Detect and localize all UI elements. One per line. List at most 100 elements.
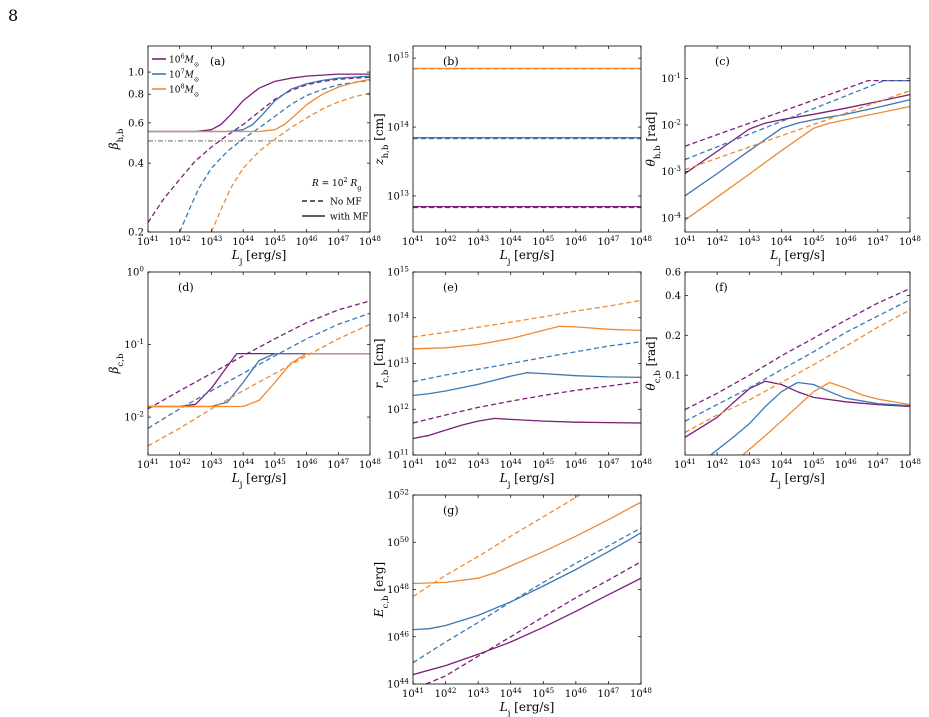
x-tick-label: 1047 bbox=[597, 686, 619, 701]
panel-label: (c) bbox=[715, 55, 730, 68]
series-line-1e7-noMF bbox=[148, 312, 370, 429]
x-tick-label: 1041 bbox=[137, 234, 159, 249]
x-tick-label: 1045 bbox=[532, 457, 554, 472]
series-group bbox=[413, 299, 641, 440]
series-group bbox=[148, 300, 370, 447]
x-tick-label: 1042 bbox=[706, 234, 728, 249]
y-tick-label: 1013 bbox=[387, 188, 409, 203]
series-group bbox=[413, 67, 641, 209]
plot-frame bbox=[147, 45, 371, 233]
x-axis-label: Lj [erg/s] bbox=[231, 248, 287, 267]
x-tick-label: 1044 bbox=[232, 457, 254, 472]
x-tick-label: 1048 bbox=[359, 234, 381, 249]
y-axis-label: θh,b [rad] bbox=[644, 112, 663, 167]
y-tick-label: 1044 bbox=[387, 676, 409, 691]
x-tick-label: 1044 bbox=[232, 234, 254, 249]
y-tick-label: 1014 bbox=[387, 310, 409, 325]
x-tick-label: 1046 bbox=[565, 686, 587, 701]
y-tick-label: 1014 bbox=[387, 119, 409, 134]
series-line-1e7-noMF bbox=[685, 299, 910, 422]
x-tick-label: 1044 bbox=[500, 686, 522, 701]
plot-frame bbox=[412, 494, 642, 685]
series-line-1e6-noMF bbox=[685, 79, 910, 147]
y-tick-label: 1.0 bbox=[128, 68, 144, 79]
series-line-1e7-noMF bbox=[685, 79, 910, 161]
page-number: 8 bbox=[8, 6, 19, 25]
x-tick-label: 1046 bbox=[296, 457, 318, 472]
y-tick-label: 0.4 bbox=[128, 159, 144, 170]
x-axis-label: Lj [erg/s] bbox=[769, 248, 825, 267]
y-tick-label: 1015 bbox=[387, 264, 409, 279]
x-tick-label: 1046 bbox=[296, 234, 318, 249]
x-tick-label: 1046 bbox=[835, 457, 857, 472]
y-axis-label: βh,b bbox=[107, 128, 126, 150]
series-group bbox=[685, 288, 910, 455]
x-tick-label: 1045 bbox=[803, 457, 825, 472]
series-line-1e7-noMF bbox=[413, 341, 641, 383]
y-tick-label: 1048 bbox=[387, 582, 409, 597]
x-axis-label: Lj [erg/s] bbox=[231, 471, 287, 490]
x-tick-label: 1043 bbox=[467, 686, 489, 701]
panel-label: (d) bbox=[178, 281, 194, 294]
plot-frame bbox=[147, 271, 371, 456]
series-group bbox=[148, 73, 370, 232]
x-tick-label: 1048 bbox=[630, 234, 652, 249]
series-line-1e8-MF bbox=[148, 352, 370, 408]
series-line-1e7-noMF bbox=[413, 527, 641, 664]
x-tick-label: 1042 bbox=[435, 457, 457, 472]
x-tick-label: 1048 bbox=[630, 686, 652, 701]
x-tick-label: 1046 bbox=[835, 234, 857, 249]
x-tick-label: 1044 bbox=[770, 457, 792, 472]
y-tick-label: 10-1 bbox=[124, 337, 144, 352]
x-tick-label: 1042 bbox=[435, 686, 457, 701]
x-tick-label: 1045 bbox=[532, 686, 554, 701]
x-tick-label: 1041 bbox=[137, 457, 159, 472]
x-tick-label: 1048 bbox=[359, 457, 381, 472]
y-tick-label: 1052 bbox=[387, 487, 409, 502]
panel-label: (f) bbox=[715, 281, 728, 294]
series-line-1e8-MF bbox=[413, 501, 641, 585]
legend-label: 106M⊙ bbox=[169, 53, 199, 69]
x-axis-label: Lj [erg/s] bbox=[499, 471, 555, 490]
x-tick-label: 1047 bbox=[597, 234, 619, 249]
series-line-1e8-noMF bbox=[413, 299, 641, 338]
series-line-1e7-MF bbox=[413, 532, 641, 631]
x-tick-label: 1041 bbox=[674, 457, 696, 472]
series-line-1e6-MF bbox=[685, 93, 910, 175]
y-tick-label: 0.2 bbox=[665, 331, 681, 342]
series-line-1e6-MF bbox=[413, 417, 641, 440]
y-tick-label: 1046 bbox=[387, 629, 409, 644]
plot-frame bbox=[412, 45, 642, 233]
series-line-1e6-MF bbox=[685, 380, 910, 438]
y-axis-label: zh,b [cm] bbox=[372, 113, 391, 165]
series-line-1e6-noMF bbox=[148, 300, 370, 410]
radius-label: R = 102 Rg bbox=[311, 176, 361, 192]
plot-frame bbox=[684, 45, 911, 233]
x-axis-label: Lj [erg/s] bbox=[499, 700, 555, 717]
series-line-1e7-MF bbox=[413, 372, 641, 397]
panel-f: 1041 1042 1043 1044 1045 1046 1047 1048 0.1 0.2 0.… bbox=[644, 268, 921, 491]
x-tick-label: 1045 bbox=[264, 457, 286, 472]
x-tick-label: 1046 bbox=[565, 234, 587, 249]
y-tick-label: 1015 bbox=[387, 50, 409, 65]
y-tick-label: 1011 bbox=[387, 447, 409, 462]
x-tick-label: 1047 bbox=[597, 457, 619, 472]
x-tick-label: 1048 bbox=[630, 457, 652, 472]
panel-label: (e) bbox=[443, 281, 458, 294]
x-tick-label: 1043 bbox=[200, 234, 222, 249]
series-line-1e7-MF bbox=[710, 381, 910, 455]
series-line-1e8-noMF bbox=[148, 323, 370, 447]
y-axis-label: rc,b [cm] bbox=[372, 338, 391, 388]
legend: 106M⊙107M⊙108M⊙ R = 102 Rg No MF with MF bbox=[152, 53, 368, 223]
series-line-1e6-noMF bbox=[425, 561, 641, 684]
series-line-1e8-MF bbox=[148, 78, 370, 133]
y-tick-label: 10-3 bbox=[661, 164, 681, 179]
y-tick-label: 0.6 bbox=[665, 268, 681, 279]
x-tick-label: 1044 bbox=[500, 457, 522, 472]
series-line-1e8-MF bbox=[685, 105, 910, 221]
x-tick-label: 1043 bbox=[738, 457, 760, 472]
x-tick-label: 1045 bbox=[264, 234, 286, 249]
x-tick-label: 1047 bbox=[327, 457, 349, 472]
y-tick-label: 0.1 bbox=[665, 371, 681, 382]
